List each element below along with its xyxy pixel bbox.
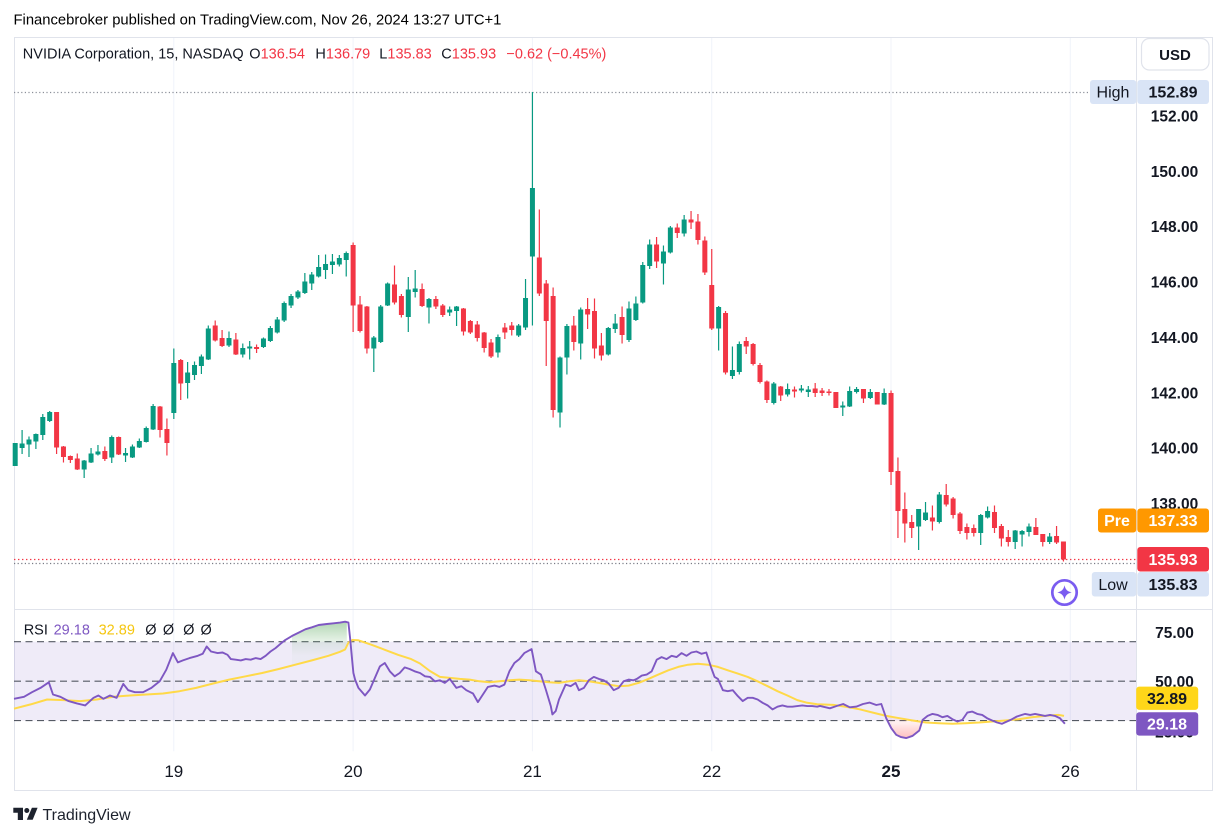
svg-text:140.00: 140.00: [1151, 441, 1198, 458]
svg-text:152.00: 152.00: [1151, 109, 1198, 126]
svg-text:20: 20: [344, 762, 363, 781]
svg-text:USD: USD: [1159, 47, 1191, 64]
svg-text:148.00: 148.00: [1151, 219, 1198, 236]
svg-text:142.00: 142.00: [1151, 385, 1198, 402]
svg-text:75.00: 75.00: [1155, 625, 1194, 642]
svg-text:29.18: 29.18: [1147, 716, 1187, 733]
svg-text:144.00: 144.00: [1151, 330, 1198, 347]
svg-text:22: 22: [702, 762, 721, 781]
svg-text:152.89: 152.89: [1149, 85, 1198, 102]
svg-text:19: 19: [164, 762, 183, 781]
svg-text:146.00: 146.00: [1151, 275, 1198, 292]
svg-text:137.33: 137.33: [1149, 513, 1198, 530]
svg-text:High: High: [1097, 85, 1130, 102]
svg-text:21: 21: [523, 762, 542, 781]
svg-text:135.83: 135.83: [1149, 577, 1198, 594]
svg-text:32.89: 32.89: [1147, 691, 1187, 708]
svg-text:Financebroker published on Tra: Financebroker published on TradingView.c…: [14, 13, 502, 29]
svg-text:Low: Low: [1098, 577, 1128, 594]
svg-text:150.00: 150.00: [1151, 164, 1198, 181]
svg-text:25: 25: [882, 762, 901, 781]
svg-text:135.93: 135.93: [1149, 552, 1198, 569]
svg-text:NVIDIA Corporation, 15, NASDAQ: NVIDIA Corporation, 15, NASDAQ O136.54 H13…: [23, 46, 607, 62]
svg-text:26: 26: [1061, 762, 1080, 781]
svg-text:50.00: 50.00: [1155, 674, 1194, 691]
svg-text:TradingView: TradingView: [43, 807, 131, 824]
svg-text:Pre: Pre: [1104, 513, 1130, 530]
